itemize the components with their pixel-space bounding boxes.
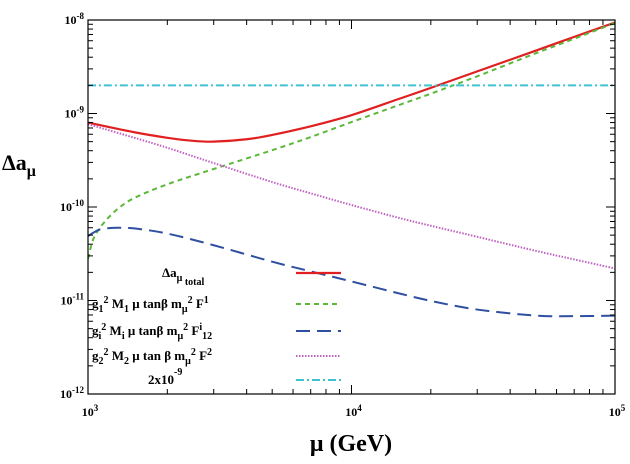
y-tick-label: 10-10 <box>60 198 84 214</box>
legend-label-4: 2x10-9 <box>148 367 182 387</box>
series-line-2 <box>88 226 615 318</box>
y-tick-label: 10-9 <box>65 105 85 121</box>
legend-label-3: g22 M2 μ tan β mμ2 F2 <box>92 347 212 367</box>
y-tick-label: 10-8 <box>65 11 85 27</box>
series-line-1 <box>88 22 615 259</box>
legend: Δaμ total g12 M1 μ tanβ mμ2 F1 gi2 Mi μ ta… <box>92 265 341 387</box>
ticks-layer <box>87 20 616 395</box>
y-tick-label: 10-11 <box>60 292 84 308</box>
legend-label-0: Δaμ total <box>162 265 204 288</box>
legend-label-1: g12 M1 μ tanβ mμ2 F1 <box>92 295 209 315</box>
series-layer <box>88 21 615 318</box>
series-line-3 <box>88 123 615 270</box>
y-axis-title: Δaμ <box>2 150 36 180</box>
x-tick-label: 105 <box>609 403 626 419</box>
y-tick-label: 10-12 <box>60 385 84 401</box>
legend-label-2: gi2 Mi μ tanβ mμ2 Fi12 <box>92 322 212 342</box>
x-tick-label: 103 <box>82 403 99 419</box>
x-axis-title: μ (GeV) <box>310 431 392 457</box>
x-tick-label: 104 <box>345 403 362 419</box>
tick-labels-layer: 103 104 105 10-12 10-11 10-10 10-9 10-8 <box>60 11 626 419</box>
series-line-0 <box>88 21 615 143</box>
